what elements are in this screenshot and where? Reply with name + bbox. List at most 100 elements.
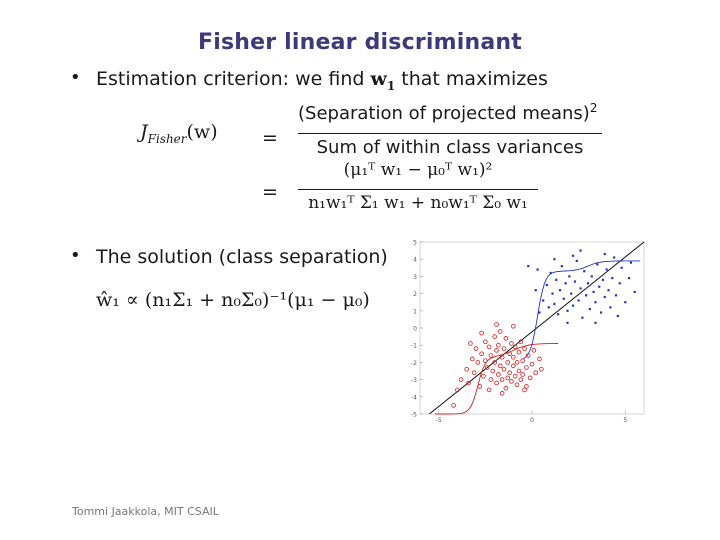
- fraction-denominator-1: Sum of within class variances: [316, 137, 584, 158]
- class1-point: [564, 282, 567, 285]
- bullet1-prefix: Estimation criterion: we find: [96, 68, 365, 90]
- class1-point: [618, 282, 621, 285]
- class0-point: [511, 354, 516, 360]
- fisher-scatter-plot: -5 -4 -3 -2 -1 0 1 2 3 4 5 -5 0 5: [411, 240, 645, 424]
- class0-point: [451, 403, 456, 408]
- class1-point: [599, 311, 603, 314]
- class1-point: [588, 307, 591, 311]
- class0-point: [483, 358, 488, 363]
- lhs-j: J: [140, 121, 148, 143]
- numerator-sup: 2: [589, 101, 598, 115]
- class0-point: [494, 348, 499, 353]
- solution-formula: ŵ₁ ∝ (n₁Σ₁ + n₀Σ₀)⁻¹(μ₁ − μ₀): [96, 289, 370, 311]
- class0-point: [466, 380, 471, 386]
- bullet-solution: • The solution (class separation): [70, 245, 388, 269]
- class0-point: [524, 384, 529, 389]
- class0-point: [518, 339, 524, 345]
- class1-point: [568, 275, 571, 278]
- class1-point: [536, 268, 539, 271]
- class0-point: [479, 351, 484, 357]
- class1-point: [573, 280, 577, 283]
- footer-author: Tommi Jaakkola, MIT CSAIL: [72, 505, 219, 518]
- class0-point: [471, 370, 477, 376]
- class0-point: [512, 373, 518, 379]
- slide-title: Fisher linear discriminant: [198, 30, 522, 55]
- class1-point: [601, 278, 605, 281]
- class0-point: [522, 387, 527, 393]
- class0-point: [492, 334, 497, 339]
- class0-point: [496, 372, 501, 377]
- class0-point: [505, 375, 511, 381]
- class0-point: [512, 344, 518, 350]
- class1-point: [616, 314, 619, 318]
- class0-point: [488, 353, 494, 358]
- class0-point: [511, 323, 516, 329]
- class1-point: [553, 258, 556, 261]
- class0-point: [524, 365, 529, 370]
- class0-point: [529, 361, 535, 367]
- class0-point: [514, 360, 520, 365]
- discriminant-line: [429, 241, 645, 415]
- class1-point: [594, 321, 597, 324]
- class0-point: [497, 329, 503, 334]
- class0-point: [503, 336, 509, 341]
- class1-point: [579, 287, 582, 290]
- equals-sign-1: =: [262, 127, 278, 149]
- class1-point: [545, 283, 549, 287]
- y-tick-label: -4: [411, 394, 417, 401]
- class1-point: [570, 292, 573, 295]
- y-tick-label: -5: [411, 412, 417, 419]
- class0-point: [525, 353, 531, 358]
- class0-point: [469, 356, 475, 362]
- y-tick-label: 1: [413, 308, 417, 315]
- x-tick-label: 0: [530, 417, 534, 424]
- class0-point: [497, 363, 503, 369]
- class1-point: [603, 252, 606, 256]
- class1-point: [527, 264, 530, 268]
- class0-point: [501, 366, 507, 372]
- class1-point: [633, 290, 636, 293]
- class0-point: [499, 377, 505, 382]
- class1-density-curve: [522, 260, 641, 360]
- class1-point: [575, 259, 578, 263]
- equation-lhs: JFisher(w): [140, 121, 218, 145]
- class1-point: [624, 301, 627, 304]
- class1-point: [581, 316, 584, 319]
- class0-point: [499, 391, 505, 396]
- bullet1-var: w: [370, 68, 387, 90]
- class1-point: [607, 289, 610, 292]
- class1-point: [566, 321, 569, 324]
- class0-point: [509, 341, 514, 346]
- class0-point: [531, 348, 537, 353]
- class0-point: [539, 366, 544, 372]
- fraction-denominator-2: n₁w₁ᵀ Σ₁ w₁ + n₀w₁ᵀ Σ₀ w₁: [308, 193, 528, 213]
- class1-point: [611, 277, 614, 280]
- fraction-bar-1: [298, 133, 602, 134]
- class0-point: [509, 379, 514, 384]
- class0-point: [464, 366, 469, 372]
- class0-point: [486, 387, 492, 393]
- class0-point: [483, 339, 488, 345]
- class1-point: [594, 301, 597, 304]
- class1-point: [579, 249, 582, 252]
- class0-point: [507, 370, 512, 376]
- y-tick-label: -3: [411, 377, 417, 384]
- class0-point: [537, 356, 542, 362]
- class1-point: [571, 304, 575, 307]
- x-tick-label: 5: [623, 417, 627, 424]
- class1-point: [566, 309, 569, 312]
- class0-point: [479, 330, 484, 336]
- class0-point: [499, 354, 505, 360]
- fraction-numerator-1: (Separation of projected means)2: [298, 101, 608, 124]
- class1-point: [562, 297, 565, 300]
- bullet2-text: The solution (class separation): [96, 246, 388, 268]
- class0-point: [503, 385, 509, 391]
- y-tick-label: 0: [413, 326, 417, 333]
- class1-point: [605, 268, 608, 271]
- class0-point: [522, 346, 527, 351]
- class0-point: [505, 360, 511, 365]
- class0-point: [501, 346, 507, 351]
- class0-point: [527, 375, 533, 381]
- class1-point: [603, 295, 606, 299]
- bullet1-suffix: that maximizes: [401, 68, 548, 90]
